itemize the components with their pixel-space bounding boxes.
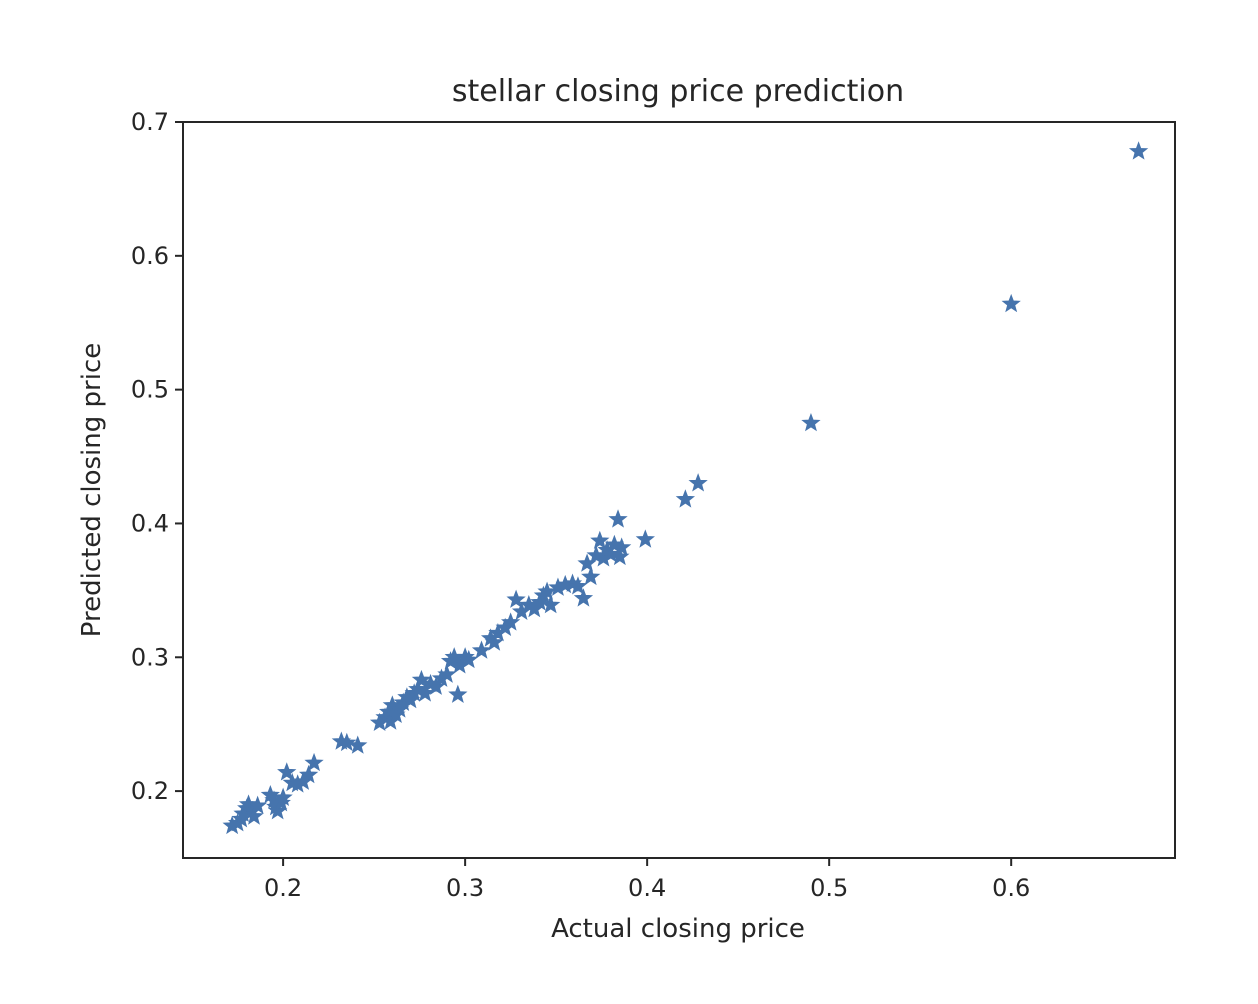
y-tick-label: 0.7	[131, 108, 169, 136]
data-points	[222, 141, 1149, 835]
data-point-star	[437, 664, 457, 683]
data-point-star	[675, 489, 696, 508]
data-point-star	[411, 669, 432, 689]
data-point-star	[1001, 293, 1021, 313]
y-tick-label: 0.3	[131, 643, 169, 671]
data-point-star	[273, 787, 293, 806]
y-tick-label: 0.4	[131, 509, 169, 537]
data-point-star	[277, 762, 297, 781]
plot-frame	[182, 121, 1176, 859]
data-point-star	[298, 764, 319, 784]
x-tick-label: 0.5	[810, 874, 848, 902]
data-point-star	[688, 473, 708, 492]
y-axis-label: Predicted closing price	[77, 343, 107, 637]
data-point-star	[459, 649, 479, 669]
data-point-star	[612, 537, 632, 556]
y-tick-label: 0.6	[131, 242, 169, 270]
data-point-star	[500, 612, 521, 631]
data-point-star	[337, 732, 357, 752]
data-point-star	[304, 752, 324, 772]
data-point-star	[568, 576, 588, 595]
data-point-star	[635, 529, 655, 548]
data-point-star	[348, 735, 368, 754]
y-tick-label: 0.2	[131, 777, 169, 805]
data-point-star	[581, 566, 601, 586]
data-point-star	[801, 412, 821, 432]
data-point-star	[471, 640, 492, 659]
data-point-star	[541, 594, 561, 614]
data-point-star	[244, 806, 264, 825]
data-point-star	[247, 795, 268, 815]
x-tick-label: 0.6	[992, 874, 1030, 902]
data-point-star	[506, 589, 526, 608]
data-point-star	[537, 581, 557, 600]
x-axis-label: Actual closing price	[551, 914, 805, 944]
data-point-star	[448, 684, 468, 703]
data-point-star	[484, 632, 504, 651]
y-axis-ticks: 0.2 0.3 0.4 0.5 0.6 0.7	[131, 108, 183, 805]
chart-title: stellar closing price prediction	[452, 74, 904, 109]
y-tick-label: 0.5	[131, 376, 169, 404]
data-point-star	[573, 588, 594, 607]
data-point-star	[590, 530, 610, 550]
data-point-star	[1128, 141, 1149, 160]
x-tick-label: 0.3	[446, 874, 484, 902]
data-point-star	[608, 509, 628, 528]
x-axis-ticks: 0.2 0.3 0.4 0.5 0.6	[264, 858, 1030, 902]
x-tick-label: 0.4	[628, 874, 666, 902]
x-tick-label: 0.2	[264, 874, 302, 902]
